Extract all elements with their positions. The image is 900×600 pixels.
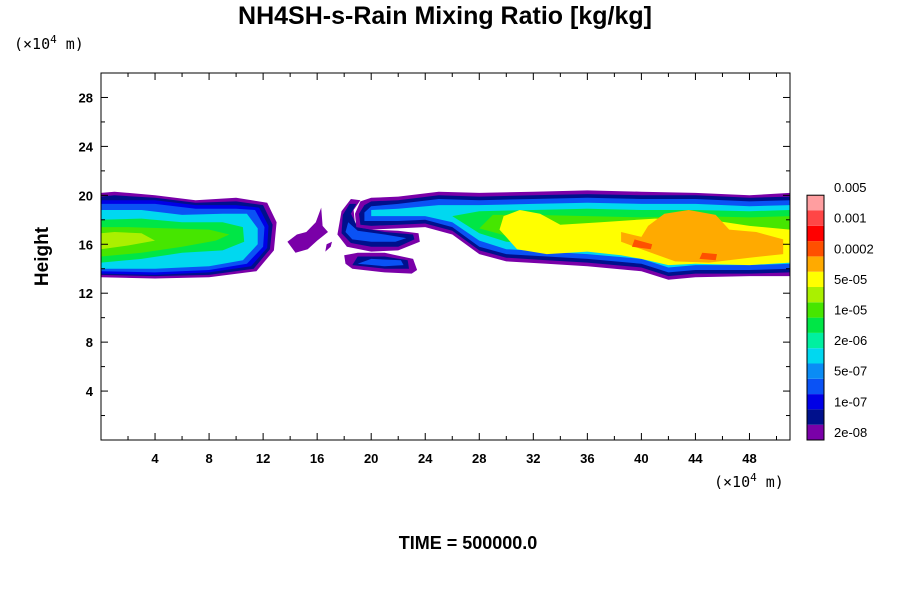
x-tick-label: 20: [364, 451, 378, 466]
contour-region-15: [345, 222, 407, 242]
colorbar-swatch: [807, 332, 824, 349]
x-unit-prefix: (×10: [714, 473, 750, 491]
contour-fills: [101, 190, 790, 280]
colorbar-swatch: [807, 195, 824, 211]
colorbar-label: 2e-08: [834, 425, 867, 440]
colorbar-swatch: [807, 317, 824, 333]
x-tick-label: 36: [580, 451, 594, 466]
chart-title: NH4SH-s-Rain Mixing Ratio [kg/kg]: [238, 2, 652, 30]
contour-region-25: [699, 252, 717, 261]
y-tick-label: 16: [79, 237, 93, 252]
colorbar-swatch: [807, 210, 824, 226]
colorbar-frame: [806, 194, 825, 441]
time-label: TIME = 500000.0: [399, 533, 538, 553]
y-axis-label: Height: [32, 226, 53, 286]
x-tick-label: 4: [151, 451, 159, 466]
x-tick-label: 48: [742, 451, 756, 466]
colorbar-swatch: [807, 424, 824, 440]
y-unit-label: (×104 m): [14, 33, 84, 53]
colorbar-swatch: [807, 241, 824, 257]
y-unit-exponent: 4: [50, 33, 57, 46]
y-unit-suffix: m): [57, 35, 84, 53]
colorbar-swatch: [807, 225, 824, 242]
colorbar-label: 5e-05: [834, 272, 867, 287]
y-tick-label: 28: [79, 90, 93, 105]
colorbar-swatch: [807, 271, 824, 287]
colorbar-swatch: [807, 409, 824, 425]
colorbar-swatch: [807, 378, 824, 395]
x-tick-label: 28: [472, 451, 486, 466]
y-tick-label: 24: [79, 139, 94, 154]
colorbar-label: 5e-07: [834, 364, 867, 379]
y-tick-label: 20: [79, 188, 93, 203]
x-tick-label: 44: [688, 451, 703, 466]
x-tick-label: 40: [634, 451, 648, 466]
colorbar-label: 1e-05: [834, 302, 867, 317]
contour-region-23: [621, 210, 784, 263]
x-tick-label: 8: [205, 451, 212, 466]
x-tick-label: 16: [310, 451, 324, 466]
y-tick-label: 8: [86, 335, 93, 350]
y-unit-prefix: (×10: [14, 35, 50, 53]
colorbar-label: 2e-06: [834, 333, 867, 348]
x-tick-label: 24: [418, 451, 433, 466]
contour-region-24: [631, 239, 653, 250]
contour-region-7: [101, 232, 155, 250]
x-unit-exponent: 4: [750, 471, 757, 484]
y-tick-label: 12: [79, 286, 93, 301]
colorbar-swatch: [807, 363, 824, 379]
colorbar-label: 0.001: [834, 211, 867, 226]
colorbar-label: 0.005: [834, 180, 867, 195]
contour-region-12: [357, 258, 404, 267]
colorbar-label: 1e-07: [834, 394, 867, 409]
colorbar: 2e-08 1e-07 5e-07 2e-06 1e-05 5e-05 0.0002 0.00…: [806, 180, 874, 441]
x-tick-label: 12: [256, 451, 270, 466]
y-tick-label: 4: [86, 384, 94, 399]
contour-region-8: [287, 207, 328, 253]
x-tick-label: 32: [526, 451, 540, 466]
colorbar-swatch: [807, 302, 824, 318]
colorbar-swatch: [807, 256, 824, 272]
x-unit-label: (×104 m): [714, 471, 784, 491]
colorbar-label: 0.0002: [834, 241, 874, 256]
x-unit-suffix: m): [757, 473, 784, 491]
colorbar-swatch: [807, 348, 824, 364]
plot-frame: [100, 72, 791, 441]
colorbar-swatch: [807, 394, 824, 410]
contour-region-9: [325, 241, 332, 252]
colorbar-swatch: [807, 287, 824, 303]
